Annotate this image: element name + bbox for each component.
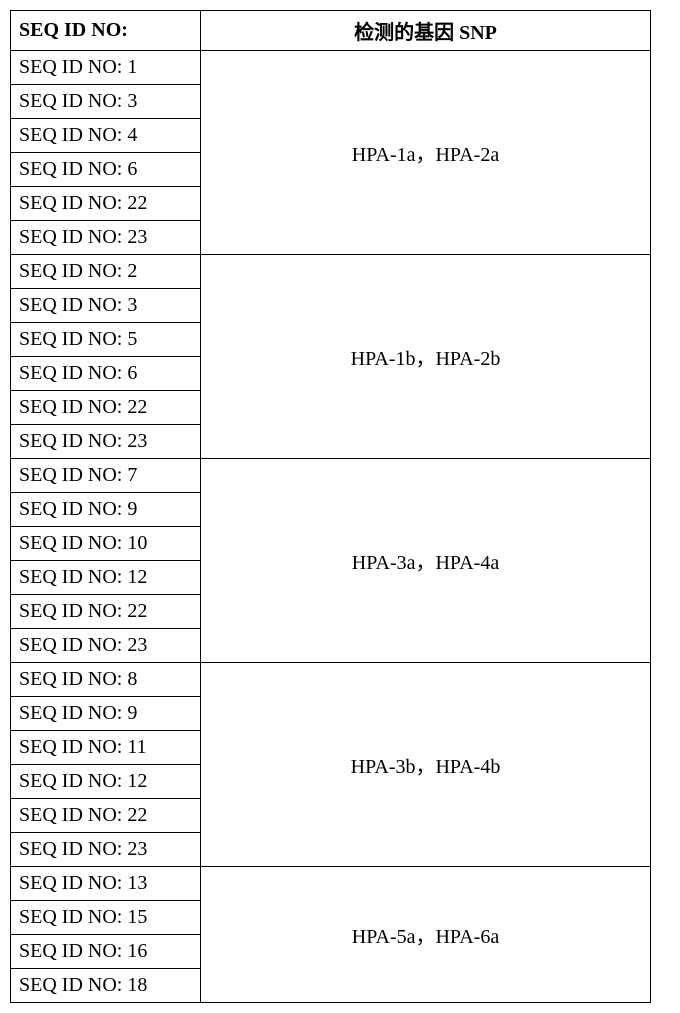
seq-cell: SEQ ID NO: 3: [11, 85, 201, 119]
seq-cell: SEQ ID NO: 13: [11, 867, 201, 901]
seq-cell: SEQ ID NO: 1: [11, 51, 201, 85]
seq-cell: SEQ ID NO: 4: [11, 119, 201, 153]
seq-cell: SEQ ID NO: 15: [11, 901, 201, 935]
seq-cell: SEQ ID NO: 18: [11, 969, 201, 1003]
seq-cell: SEQ ID NO: 3: [11, 289, 201, 323]
seq-cell: SEQ ID NO: 22: [11, 187, 201, 221]
seq-cell: SEQ ID NO: 16: [11, 935, 201, 969]
seq-cell: SEQ ID NO: 2: [11, 255, 201, 289]
seq-cell: SEQ ID NO: 6: [11, 357, 201, 391]
seq-cell: SEQ ID NO: 5: [11, 323, 201, 357]
snp-cell: HPA-1b，HPA-2b: [201, 255, 651, 459]
seq-cell: SEQ ID NO: 11: [11, 731, 201, 765]
seq-cell: SEQ ID NO: 12: [11, 765, 201, 799]
snp-table: SEQ ID NO: 检测的基因 SNP SEQ ID NO: 1HPA-1a，…: [10, 10, 651, 1003]
table-row: SEQ ID NO: 13HPA-5a，HPA-6a: [11, 867, 651, 901]
seq-cell: SEQ ID NO: 10: [11, 527, 201, 561]
table-row: SEQ ID NO: 8HPA-3b，HPA-4b: [11, 663, 651, 697]
table-row: SEQ ID NO: 7HPA-3a，HPA-4a: [11, 459, 651, 493]
header-seq: SEQ ID NO:: [11, 11, 201, 51]
seq-cell: SEQ ID NO: 23: [11, 833, 201, 867]
snp-cell: HPA-5a，HPA-6a: [201, 867, 651, 1003]
seq-cell: SEQ ID NO: 22: [11, 595, 201, 629]
seq-cell: SEQ ID NO: 8: [11, 663, 201, 697]
snp-cell: HPA-3b，HPA-4b: [201, 663, 651, 867]
table-body: SEQ ID NO: 1HPA-1a，HPA-2aSEQ ID NO: 3SEQ…: [11, 51, 651, 1003]
seq-cell: SEQ ID NO: 9: [11, 493, 201, 527]
table-row: SEQ ID NO: 1HPA-1a，HPA-2a: [11, 51, 651, 85]
snp-cell: HPA-1a，HPA-2a: [201, 51, 651, 255]
seq-cell: SEQ ID NO: 23: [11, 629, 201, 663]
seq-cell: SEQ ID NO: 22: [11, 799, 201, 833]
table-row: SEQ ID NO: 2HPA-1b，HPA-2b: [11, 255, 651, 289]
seq-cell: SEQ ID NO: 9: [11, 697, 201, 731]
table-header-row: SEQ ID NO: 检测的基因 SNP: [11, 11, 651, 51]
header-snp: 检测的基因 SNP: [201, 11, 651, 51]
seq-cell: SEQ ID NO: 6: [11, 153, 201, 187]
snp-cell: HPA-3a，HPA-4a: [201, 459, 651, 663]
seq-cell: SEQ ID NO: 23: [11, 425, 201, 459]
seq-cell: SEQ ID NO: 23: [11, 221, 201, 255]
seq-cell: SEQ ID NO: 7: [11, 459, 201, 493]
seq-cell: SEQ ID NO: 12: [11, 561, 201, 595]
seq-cell: SEQ ID NO: 22: [11, 391, 201, 425]
